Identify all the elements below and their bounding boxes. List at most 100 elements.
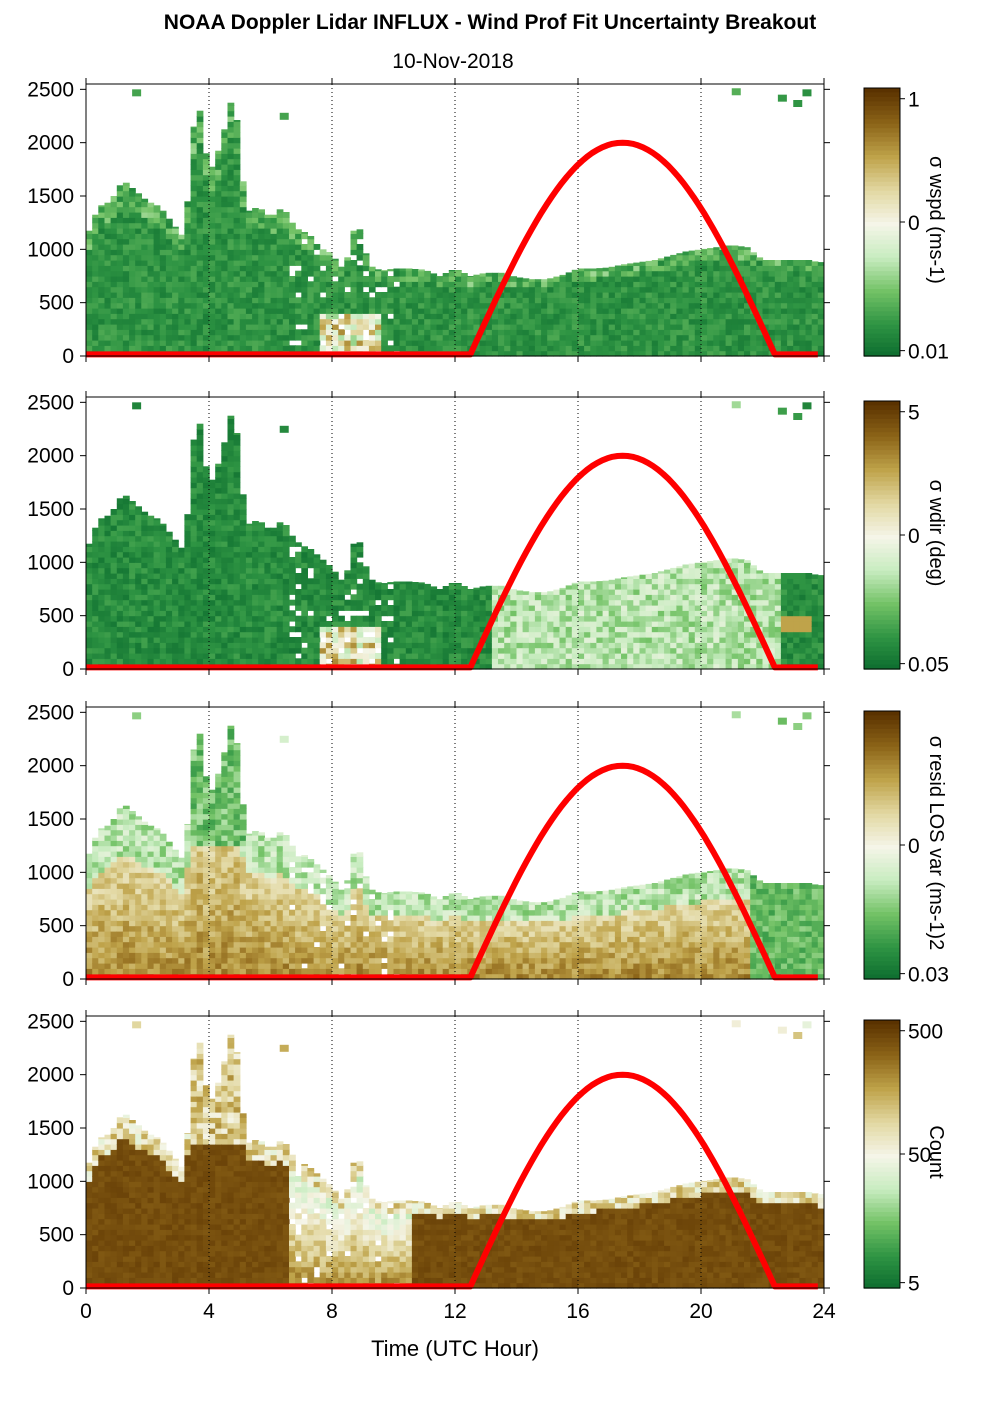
- heatmap-cell: [172, 324, 179, 330]
- heatmap-cell: [233, 222, 241, 229]
- heatmap-cell: [172, 551, 179, 558]
- heatmap-cell: [252, 233, 259, 240]
- heatmap-cell: [559, 599, 567, 606]
- heatmap-cell: [104, 605, 112, 611]
- heatmap-cell: [282, 605, 290, 611]
- heatmap-cell: [578, 653, 585, 659]
- heatmap-cell: [528, 308, 536, 314]
- heatmap-cell: [264, 276, 272, 282]
- heatmap-cell: [621, 663, 628, 670]
- heatmap-cell: [215, 196, 222, 202]
- heatmap-cell: [516, 292, 524, 298]
- heatmap-cell: [276, 610, 284, 617]
- heatmap-cell: [159, 238, 167, 245]
- heatmap-cell: [584, 302, 591, 309]
- heatmap-cell: [461, 281, 468, 288]
- heatmap-cell: [516, 286, 524, 293]
- heatmap-cell: [86, 230, 93, 234]
- heatmap-cell: [196, 471, 204, 478]
- heatmap-cell: [289, 599, 296, 606]
- heatmap-cell: [461, 605, 468, 611]
- heatmap-cell: [245, 222, 253, 229]
- heatmap-cell: [221, 658, 229, 665]
- heatmap-cell: [387, 276, 394, 282]
- heatmap-cell: [817, 302, 825, 309]
- heatmap-cell: [239, 302, 247, 309]
- heatmap-cell: [202, 206, 210, 213]
- heatmap-cell: [172, 557, 179, 563]
- heatmap-cell: [448, 653, 456, 659]
- heatmap-cell: [92, 238, 99, 245]
- heatmap-cell: [627, 599, 634, 606]
- heatmap-cell: [627, 621, 634, 627]
- heatmap-cell: [184, 605, 192, 611]
- heatmap-cell: [159, 276, 167, 282]
- heatmap-cell: [270, 562, 278, 569]
- heatmap-cell: [682, 615, 690, 622]
- heatmap-cell: [657, 350, 665, 357]
- heatmap-cell: [405, 270, 413, 277]
- heatmap-cell: [289, 324, 296, 330]
- heatmap-cell: [289, 642, 296, 649]
- heatmap-cell: [147, 212, 155, 218]
- heatmap-cell: [104, 345, 112, 352]
- heatmap-cell: [479, 302, 487, 309]
- heatmap-cell: [559, 318, 567, 325]
- heatmap-cell: [172, 642, 179, 649]
- heatmap-cell: [159, 281, 167, 288]
- heatmap-cell: [141, 605, 149, 611]
- heatmap-cell: [375, 631, 382, 638]
- heatmap-cell: [442, 642, 450, 649]
- heatmap-cell: [670, 260, 677, 266]
- heatmap-cell: [135, 318, 142, 325]
- heatmap-cell: [442, 329, 450, 336]
- heatmap-cell: [276, 345, 284, 352]
- heatmap-cell: [209, 583, 216, 590]
- heatmap-cell: [301, 232, 308, 234]
- heatmap-cell: [239, 610, 247, 617]
- heatmap-cell: [202, 164, 210, 170]
- heatmap-cell: [153, 212, 161, 218]
- heatmap-cell: [418, 653, 425, 659]
- heatmap-cell: [215, 249, 222, 256]
- heatmap-cell: [116, 605, 124, 611]
- heatmap-cell: [608, 340, 616, 346]
- heatmap-cell: [356, 621, 364, 627]
- heatmap-cell: [104, 567, 112, 574]
- heatmap-cell: [498, 313, 505, 320]
- heatmap-cell: [301, 594, 308, 601]
- heatmap-cell: [811, 270, 819, 277]
- heatmap-cell: [319, 573, 327, 579]
- heatmap-cell: [239, 605, 247, 611]
- heatmap-cell: [584, 621, 591, 627]
- heatmap-cell: [602, 599, 610, 606]
- heatmap-cell: [381, 610, 388, 617]
- heatmap-cell: [787, 324, 794, 330]
- heatmap-cell: [780, 302, 788, 309]
- heatmap-cell: [252, 551, 259, 558]
- heatmap-cell: [92, 276, 99, 282]
- heatmap-cell: [805, 324, 813, 330]
- heatmap-cell: [233, 514, 241, 521]
- heatmap-cell: [688, 270, 696, 277]
- heatmap-cell: [227, 249, 235, 256]
- heatmap-cell: [196, 637, 204, 643]
- heatmap-cell: [110, 509, 118, 515]
- heatmap-cell: [350, 238, 358, 245]
- heatmap-cell: [344, 334, 351, 341]
- heatmap-cell: [670, 302, 677, 309]
- heatmap-cell: [442, 318, 450, 325]
- heatmap-cell: [578, 276, 585, 282]
- heatmap-cell: [528, 621, 536, 627]
- heatmap-cell: [614, 345, 622, 352]
- heatmap-cell: [516, 590, 524, 595]
- heatmap-cell: [196, 567, 204, 574]
- heatmap-cell: [86, 583, 93, 590]
- heatmap-cell: [282, 615, 290, 622]
- heatmap-cell: [276, 318, 284, 325]
- heatmap-cell: [116, 228, 124, 234]
- heatmap-cell: [802, 89, 812, 97]
- heatmap-cell: [498, 302, 505, 309]
- heatmap-cell: [399, 626, 407, 633]
- heatmap-cell: [86, 313, 93, 320]
